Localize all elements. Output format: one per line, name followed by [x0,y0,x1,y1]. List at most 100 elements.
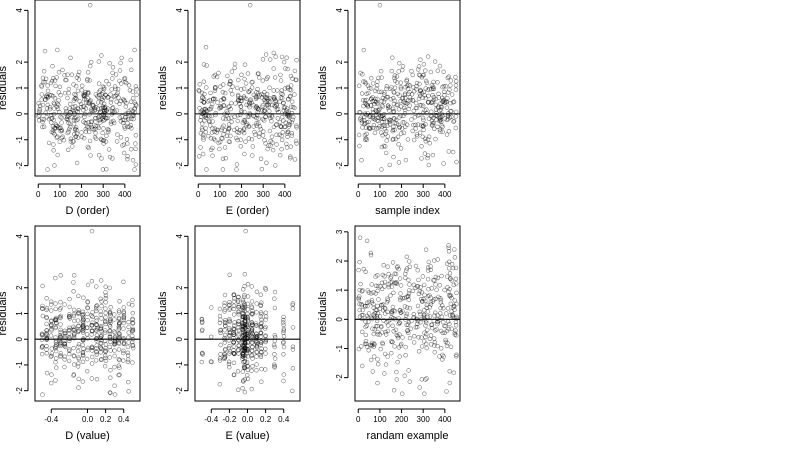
data-point [101,101,107,107]
data-point [39,84,44,89]
data-point [375,108,381,113]
data-point [103,349,108,354]
data-point [375,288,380,293]
data-point [79,83,85,89]
data-point [99,316,104,321]
data-point [130,89,135,94]
data-point [125,124,130,130]
data-point [241,378,246,383]
data-point [278,153,283,158]
data-point [423,377,428,382]
data-point [406,82,411,88]
data-point [221,116,226,121]
data-point [231,292,237,298]
data-point [107,316,113,322]
data-point [69,107,75,113]
data-point [443,339,448,344]
data-point [93,304,99,309]
data-point [415,134,420,139]
data-point [422,330,427,335]
data-point [360,307,365,313]
data-point [433,274,438,280]
data-point [395,335,401,341]
data-point [377,2,383,8]
data-point [424,345,429,351]
data-point [451,119,456,124]
data-point [453,319,459,325]
data-point [223,90,228,96]
data-point [53,306,58,312]
data-point [240,345,245,351]
data-point [272,305,278,311]
data-point [397,320,402,326]
data-point [103,310,108,316]
y-axis-title: residuals [317,65,329,110]
data-point [212,96,218,102]
data-point [48,299,54,304]
data-point [53,301,58,306]
data-point [71,373,76,378]
data-point [403,344,408,350]
data-point [107,329,112,334]
data-point [392,73,397,78]
data-point [360,329,365,334]
data-point [288,154,293,159]
data-point [430,152,436,158]
data-point [44,307,49,313]
data-points [39,228,136,397]
data-point [358,281,363,287]
data-point [236,77,241,83]
data-point [113,86,118,92]
data-point [379,103,385,108]
data-point [122,99,128,104]
data-point [294,141,299,146]
plot-frame [34,0,141,177]
data-point [40,102,46,108]
data-point [441,306,446,311]
data-point [76,342,82,347]
x-axis-title: D (value) [65,430,110,442]
data-point [124,80,129,86]
data-point [439,346,444,351]
data-point [83,129,89,134]
data-point [117,321,122,326]
data-point [98,136,104,142]
data-point [421,62,426,67]
data-point [433,310,438,315]
data-point [370,369,375,374]
data-point [433,282,438,287]
data-point [368,250,373,256]
data-point [84,100,89,105]
data-point [447,321,452,327]
data-point [386,117,392,123]
data-point [232,323,237,328]
y-axis-title: residuals [157,65,169,110]
data-point [117,299,122,304]
data-point [109,119,114,125]
data-point [411,84,416,90]
data-point [110,65,116,70]
data-point [71,121,77,127]
data-point [52,106,57,111]
data-point [260,57,266,62]
data-point [379,89,384,95]
data-point [441,69,446,75]
data-point [227,344,232,349]
data-point [454,301,459,307]
data-point [378,284,383,289]
data-point [197,154,202,159]
data-point [67,304,72,310]
y-axis-title: residuals [0,65,9,110]
data-point [263,99,268,104]
data-point [53,356,59,361]
data-point [268,143,273,148]
data-point [398,283,404,288]
data-point [404,305,410,310]
data-point [357,143,362,149]
data-point [204,167,209,172]
data-point [423,95,428,101]
data-point [373,283,379,288]
data-point [58,322,63,327]
data-point [213,110,218,116]
